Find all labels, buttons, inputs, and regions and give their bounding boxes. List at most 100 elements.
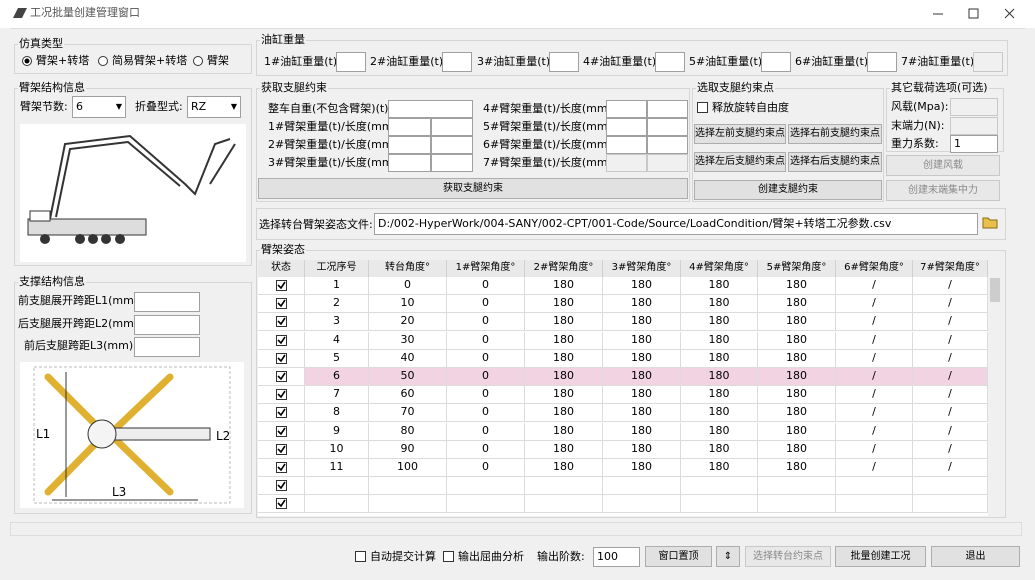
table-cell[interactable]: 180 — [681, 277, 758, 295]
table-cell[interactable] — [447, 495, 525, 514]
state-cell[interactable] — [258, 404, 305, 423]
table-cell[interactable]: 180 — [525, 295, 603, 314]
table-cell[interactable]: 180 — [525, 404, 603, 423]
table-cell[interactable]: 180 — [758, 331, 836, 350]
text-input[interactable] — [606, 118, 647, 136]
window-controls[interactable] — [925, 0, 1035, 28]
text-input[interactable] — [761, 52, 791, 72]
state-cell[interactable] — [258, 368, 305, 386]
table-cell[interactable]: / — [913, 459, 988, 477]
text-input[interactable] — [431, 118, 473, 136]
table-cell[interactable]: / — [913, 331, 988, 350]
table-cell[interactable]: 0 — [447, 422, 525, 441]
text-input[interactable] — [647, 118, 688, 136]
button[interactable]: 选择右前支腿约束点 — [788, 124, 882, 144]
button[interactable]: 退出 — [931, 546, 1020, 567]
state-cell[interactable] — [258, 349, 305, 368]
table-cell[interactable] — [681, 477, 758, 496]
checkbox[interactable] — [697, 102, 708, 113]
text-input[interactable]: D:/002-HyperWork/004-SANY/002-CPT/001-Co… — [374, 213, 978, 235]
state-cell[interactable] — [258, 386, 305, 405]
table-cell[interactable]: 180 — [758, 277, 836, 295]
table-cell[interactable]: 0 — [447, 386, 525, 405]
text-input[interactable] — [134, 315, 200, 335]
state-cell[interactable] — [258, 295, 305, 314]
table-cell[interactable]: 180 — [525, 349, 603, 368]
table-cell[interactable]: 180 — [603, 422, 681, 441]
state-cell[interactable] — [258, 422, 305, 441]
table-cell[interactable]: 180 — [681, 368, 758, 386]
column-header[interactable]: 5#臂架角度° — [758, 260, 836, 277]
text-input[interactable] — [388, 118, 431, 136]
state-cell[interactable] — [258, 331, 305, 350]
column-header[interactable]: 7#臂架角度° — [913, 260, 988, 277]
column-header[interactable]: 工况序号 — [305, 260, 369, 277]
table-cell[interactable]: 0 — [447, 349, 525, 368]
table-cell[interactable]: 30 — [369, 331, 447, 350]
table-cell[interactable]: / — [836, 386, 913, 405]
button[interactable]: 选择左后支腿约束点 — [694, 152, 786, 172]
state-cell[interactable] — [258, 459, 305, 477]
table-cell[interactable] — [758, 477, 836, 496]
radio[interactable] — [98, 56, 108, 66]
text-input[interactable] — [606, 136, 647, 154]
table-cell[interactable]: 180 — [681, 331, 758, 350]
radio[interactable] — [22, 56, 32, 66]
scroll-thumb[interactable] — [990, 278, 1000, 302]
table-cell[interactable]: 180 — [525, 459, 603, 477]
table-cell[interactable]: 180 — [525, 422, 603, 441]
text-input[interactable]: 1 — [950, 135, 998, 153]
table-cell[interactable] — [525, 477, 603, 496]
table-cell[interactable]: 180 — [758, 386, 836, 405]
text-input[interactable] — [336, 52, 366, 72]
table-cell[interactable]: / — [836, 459, 913, 477]
table-cell[interactable] — [681, 495, 758, 514]
table-cell[interactable]: 40 — [369, 349, 447, 368]
table-cell[interactable]: 50 — [369, 368, 447, 386]
table-cell[interactable]: 180 — [758, 295, 836, 314]
checkbox[interactable] — [276, 425, 287, 437]
table-cell[interactable] — [369, 477, 447, 496]
button[interactable]: 获取支腿约束 — [258, 178, 688, 199]
v-scrollbar[interactable] — [1010, 30, 1022, 520]
table-cell[interactable]: 180 — [603, 331, 681, 350]
text-input[interactable] — [867, 52, 897, 72]
column-header[interactable]: 2#臂架角度° — [525, 260, 603, 277]
checkbox[interactable] — [276, 334, 287, 346]
table-cell[interactable]: / — [836, 313, 913, 332]
table-cell[interactable]: 180 — [681, 295, 758, 314]
text-input[interactable] — [134, 292, 200, 312]
text-input[interactable] — [431, 154, 473, 172]
table-cell[interactable]: 9 — [305, 422, 369, 441]
checkbox[interactable] — [276, 298, 287, 310]
checkbox[interactable] — [355, 551, 366, 562]
spin-button[interactable]: ⇕ — [716, 546, 740, 567]
table-cell[interactable]: 180 — [525, 440, 603, 459]
table-cell[interactable]: 180 — [681, 313, 758, 332]
table-cell[interactable]: 10 — [369, 295, 447, 314]
table-cell[interactable]: 8 — [305, 404, 369, 423]
button[interactable]: 选择右后支腿约束点 — [788, 152, 882, 172]
state-cell[interactable] — [258, 440, 305, 459]
table-cell[interactable]: / — [836, 295, 913, 314]
state-cell[interactable] — [258, 277, 305, 295]
table-cell[interactable]: 180 — [681, 404, 758, 423]
table-cell[interactable]: 180 — [758, 459, 836, 477]
text-input[interactable] — [134, 337, 200, 357]
text-input[interactable] — [388, 100, 473, 118]
column-header[interactable]: 4#臂架角度° — [681, 260, 758, 277]
table-cell[interactable]: 7 — [305, 386, 369, 405]
table-cell[interactable]: 180 — [681, 422, 758, 441]
table-cell[interactable]: 180 — [758, 313, 836, 332]
text-input[interactable] — [647, 136, 688, 154]
text-input[interactable] — [606, 100, 647, 118]
checkbox[interactable] — [276, 352, 287, 364]
text-input[interactable] — [388, 136, 431, 154]
table-cell[interactable]: / — [836, 422, 913, 441]
table-cell[interactable] — [447, 477, 525, 496]
column-header[interactable]: 1#臂架角度° — [447, 260, 525, 277]
table-cell[interactable] — [305, 495, 369, 514]
table-cell[interactable]: 6 — [305, 368, 369, 386]
table-cell[interactable]: / — [836, 277, 913, 295]
checkbox[interactable] — [276, 316, 287, 328]
